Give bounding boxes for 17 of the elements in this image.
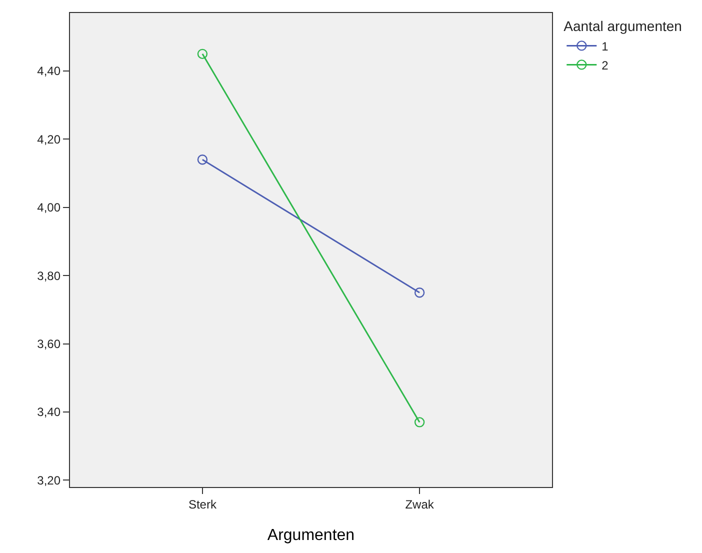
y-tick-label: 3,20 — [37, 473, 61, 488]
y-tick-label: 4,40 — [37, 64, 61, 78]
y-tick-label: 3,60 — [37, 336, 61, 351]
y-tick-label: 3,80 — [37, 268, 61, 283]
x-tick-label: Zwak — [405, 498, 435, 512]
y-tick-label: 4,00 — [37, 200, 61, 215]
point — [197, 48, 208, 60]
legend-label: 2 — [602, 58, 609, 72]
y-tick-label: 3,40 — [37, 405, 61, 420]
legend-title: Aantal argumenten — [564, 18, 682, 34]
x-tick-label: Sterk — [188, 498, 218, 512]
point — [414, 288, 425, 298]
legend-label: 1 — [602, 39, 609, 54]
point — [414, 417, 425, 428]
point — [197, 154, 208, 165]
x-axis-title: Argumenten — [267, 527, 355, 544]
y-tick-label: 4,20 — [37, 132, 61, 146]
